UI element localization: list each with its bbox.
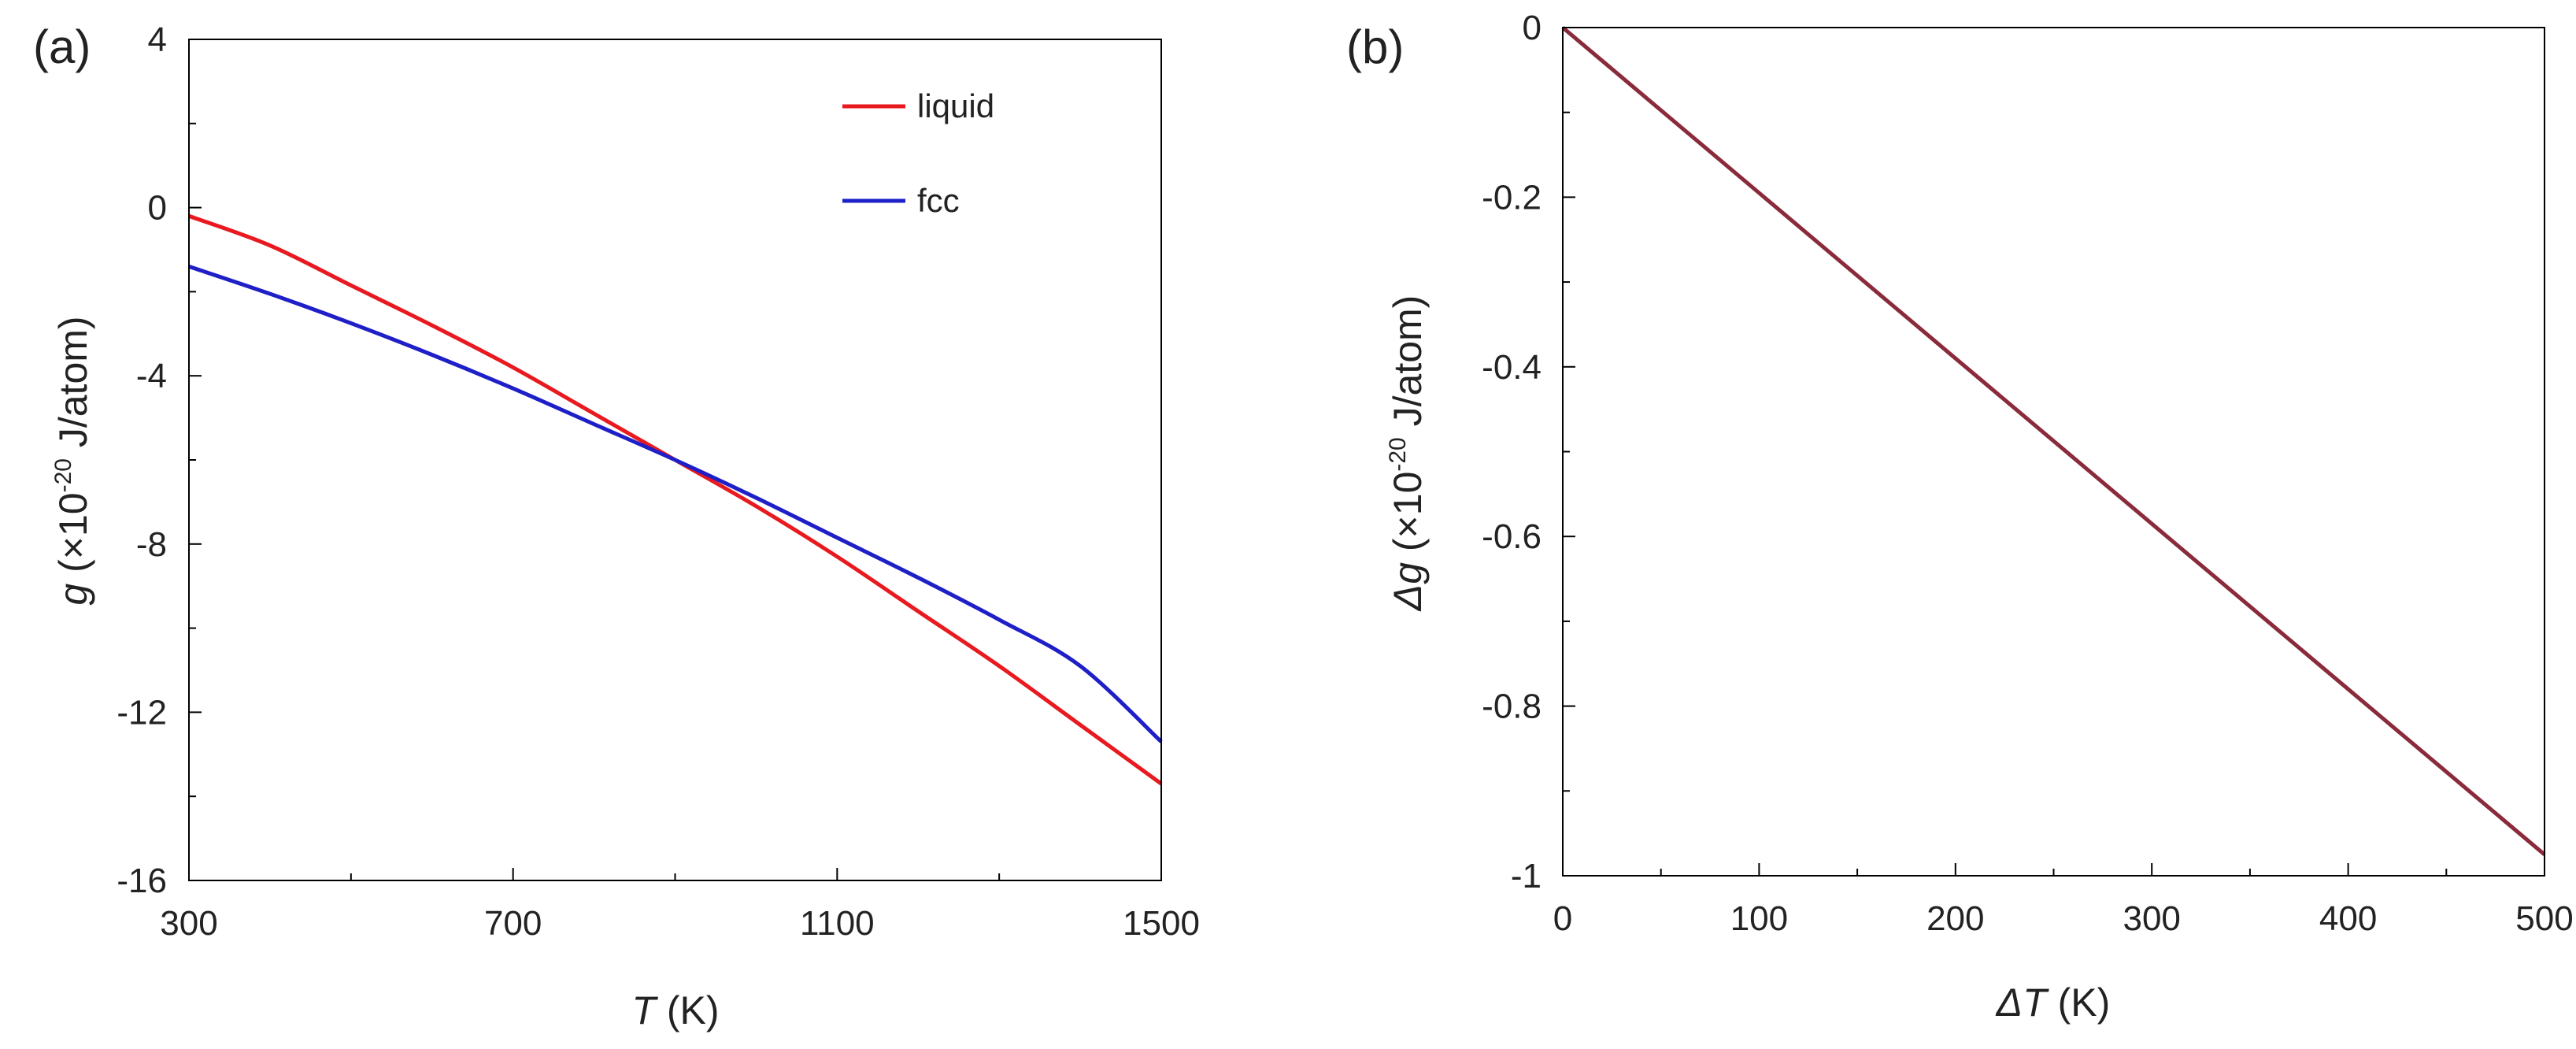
panel-b-y-axis-title: Δg (×10-20 J/atom) [1385, 295, 1430, 612]
panel-a-ylabel-pre: (×10 [51, 492, 95, 583]
panel-label-b: (b) [1346, 20, 1404, 73]
y-tick-label: 4 [148, 20, 167, 59]
series-line-Δg [1561, 26, 2546, 856]
y-tick-label: -8 [136, 525, 167, 564]
panel-a-ylabel-post: J/atom) [51, 316, 95, 458]
y-tick-label: -0.2 [1482, 178, 1542, 217]
panel-a-ticks: -16 -12 -8 -4 0 4 300 700 1100 1500 [117, 20, 1200, 943]
y-tick-label: 0 [148, 189, 167, 228]
panel-a-xlabel-unit: (K) [656, 988, 720, 1032]
chart-panel-a: (a) -16 -12 -8 -4 0 4 300 700 1100 1500 liquid fc… [33, 20, 1200, 1032]
series-line-liquid [188, 213, 1163, 786]
panel-b-ylabel-pre: (×10 [1386, 472, 1430, 562]
y-tick-label: -4 [136, 357, 167, 395]
y-tick-label: 0 [1523, 9, 1542, 47]
y-tick-label: -0.8 [1482, 688, 1542, 726]
panel-b-plot-frame [1562, 27, 2545, 877]
panel-b-series [1561, 26, 2546, 856]
panel-a-xlabel-var: T [631, 988, 658, 1032]
legend-label-liquid: liquid [917, 87, 994, 124]
panel-a-x-axis-title: T (K) [631, 988, 719, 1032]
panel-b-ylabel-var: Δg [1386, 562, 1430, 612]
panel-a-series [188, 213, 1163, 786]
panel-b-xlabel-var: ΔT [1996, 980, 2050, 1025]
chart-panel-b: (b) -1-0.8-0.6-0.4-0.200 100 200 300 400 500 … [1346, 9, 2574, 1025]
panel-a-ylabel-exp: -20 [50, 458, 76, 492]
x-tick-label: 200 [1926, 899, 1984, 938]
legend-label-fcc: fcc [917, 182, 960, 219]
panel-a-y-axis-title: g (×10-20 J/atom) [50, 316, 95, 605]
panel-b-ylabel-post: J/atom) [1386, 295, 1430, 438]
y-tick-label: -1 [1511, 857, 1542, 895]
y-tick-label: -12 [117, 693, 167, 732]
panel-a-ylabel-var: g [51, 584, 95, 606]
panel-a-plot-frame [188, 39, 1162, 881]
x-tick-label: 500 [2515, 899, 2573, 938]
x-tick-label: 300 [160, 904, 217, 943]
x-tick-label: 400 [2319, 899, 2377, 938]
y-tick-label: -0.6 [1482, 517, 1542, 556]
x-tick-label: 0 [1553, 899, 1572, 938]
series-line-fcc [188, 264, 1163, 743]
x-tick-label: 100 [1730, 899, 1788, 938]
panel-b-xlabel-unit: (K) [2047, 980, 2111, 1025]
x-tick-label: 300 [2123, 899, 2180, 938]
panel-a-legend: liquid fcc [842, 87, 994, 219]
panel-b-ylabel-exp: -20 [1385, 437, 1411, 471]
x-tick-label: 1500 [1123, 904, 1200, 943]
y-tick-label: -16 [117, 862, 167, 900]
x-tick-label: 1100 [800, 904, 875, 943]
y-tick-label: -0.4 [1482, 348, 1542, 387]
panel-b-ticks: -1 -0.8 -0.6 -0.4 -0.2 0 0 100 200 300 400 500 [1482, 9, 2574, 938]
panel-label-a: (a) [33, 20, 91, 73]
x-tick-label: 700 [484, 904, 542, 943]
panel-b-x-axis-title: ΔT (K) [1996, 980, 2111, 1025]
